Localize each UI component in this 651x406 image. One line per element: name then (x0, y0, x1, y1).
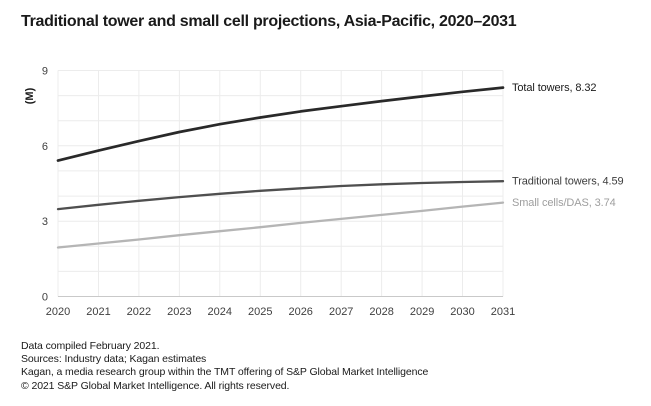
series-line-total-towers (56, 86, 505, 162)
x-tick-label: 2023 (167, 306, 191, 318)
line-chart: 0 3 6 9 (M) 2020 2021 2022 2023 2024 2025 2026 2027 2… (24, 66, 624, 319)
x-tick-label: 2030 (450, 306, 474, 318)
x-tick-label: 2025 (248, 306, 272, 318)
y-tick-label: 3 (42, 216, 48, 228)
chart-title: Traditional tower and small cell project… (21, 13, 517, 30)
footnote-compiled: Data compiled February 2021. (21, 340, 160, 352)
x-tick-label: 2026 (288, 306, 312, 318)
x-tick-label: 2031 (491, 306, 515, 318)
x-tick-label: 2028 (369, 306, 393, 318)
series-label-traditional-towers: Traditional towers, 4.59 (512, 176, 624, 188)
series-line-small-cells-das (56, 201, 505, 249)
y-tick-label: 6 (42, 141, 48, 153)
x-tick-label: 2022 (127, 306, 151, 318)
footnote-copyright: © 2021 S&P Global Market Intelligence. A… (21, 379, 290, 392)
chart-footnotes: Data compiled February 2021. Sources: In… (21, 340, 428, 393)
x-tick-label: 2029 (410, 306, 434, 318)
footnote-attribution: Kagan, a media research group within the… (21, 366, 429, 379)
series-label-small-cells-das: Small cells/DAS, 3.74 (512, 197, 616, 209)
x-tick-label: 2020 (46, 306, 70, 318)
series-line-traditional-towers (56, 180, 505, 211)
y-tick-label: 9 (42, 66, 48, 78)
x-tick-label: 2027 (329, 306, 353, 318)
y-tick-label: 0 (42, 292, 48, 304)
footnote-sources: Sources: Industry data; Kagan estimates (21, 353, 207, 366)
series-label-total-towers: Total towers, 8.32 (512, 82, 596, 94)
y-axis-label: (M) (24, 87, 36, 104)
x-tick-label: 2021 (86, 306, 110, 318)
x-tick-label: 2024 (208, 306, 232, 318)
